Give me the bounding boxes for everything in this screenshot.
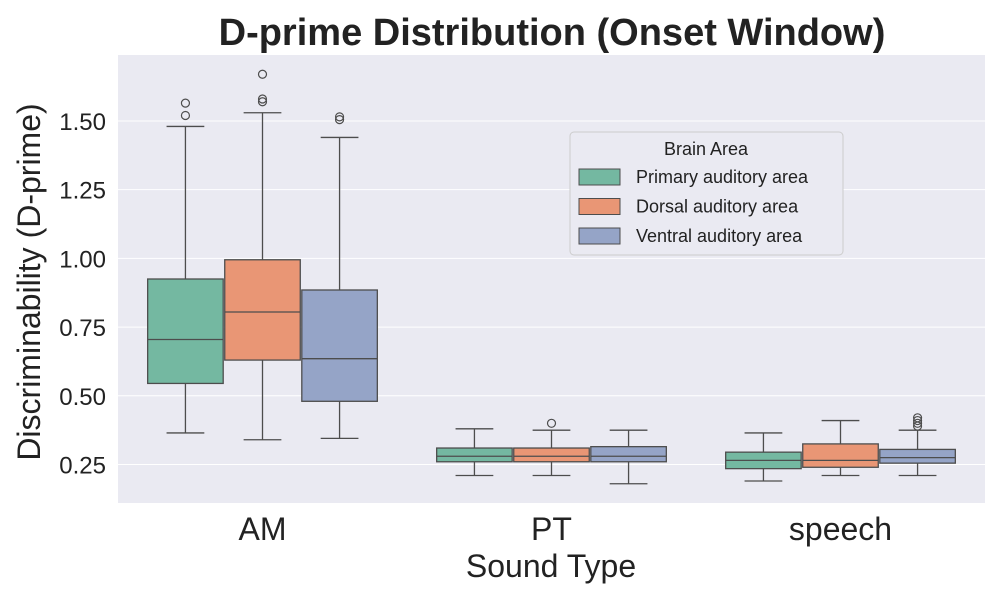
y-axis-label: Discriminability (D-prime) (11, 103, 47, 460)
y-tick-label: 1.00 (59, 246, 106, 273)
box-am (224, 69, 301, 441)
box-pt (513, 418, 590, 477)
box-series (147, 69, 956, 485)
outlier-point (257, 97, 268, 107)
legend-items: Primary auditory area Dorsal auditory are… (578, 167, 809, 246)
outlier-point (257, 94, 268, 104)
outlier-point (257, 69, 268, 79)
y-tick-label: 0.50 (59, 384, 106, 411)
legend-item: Dorsal auditory area (578, 197, 799, 217)
outlier-point (546, 418, 557, 428)
legend-label: Primary auditory area (636, 167, 809, 187)
box-iqr (802, 443, 879, 468)
series-primary-auditory-area (147, 98, 802, 482)
box-am (147, 98, 224, 434)
x-axis-ticks: AM PT speech (239, 511, 893, 547)
legend-title: Brain Area (664, 139, 749, 159)
x-axis-label: Sound Type (466, 548, 636, 584)
box-iqr (436, 447, 513, 463)
y-tick-label: 0.25 (59, 453, 106, 480)
x-tick-label: AM (239, 511, 287, 547)
outlier-point (334, 112, 345, 122)
box-pt (590, 429, 667, 485)
legend-label: Ventral auditory area (636, 226, 803, 246)
y-tick-label: 1.25 (59, 178, 106, 205)
series-ventral-auditory-area (301, 112, 956, 485)
box-iqr (147, 278, 224, 385)
box-iqr (513, 447, 590, 463)
legend-frame (569, 131, 844, 256)
box-pt (436, 428, 513, 477)
legend: Brain Area Primary auditory area Dorsal a… (569, 131, 844, 256)
x-tick-label: speech (789, 511, 892, 547)
outlier-point (912, 413, 923, 423)
x-tick-label: PT (531, 511, 572, 547)
outlier-point (912, 415, 923, 426)
chart-title: D-prime Distribution (Onset Window) (219, 12, 886, 54)
box-iqr (224, 259, 301, 361)
y-tick-label: 0.75 (59, 315, 106, 342)
legend-item: Ventral auditory area (578, 226, 803, 246)
box-speech (725, 432, 802, 482)
box-speech (802, 419, 879, 477)
outlier-point (180, 110, 191, 121)
legend-label: Dorsal auditory area (636, 197, 799, 217)
y-tick-label: 1.50 (59, 109, 106, 136)
box-iqr (879, 448, 956, 464)
outlier-point (180, 98, 191, 108)
legend-item: Primary auditory area (578, 167, 809, 187)
box-am (301, 112, 378, 440)
series-dorsal-auditory-area (224, 69, 879, 477)
legend-swatch (578, 198, 621, 215)
box-iqr (590, 446, 667, 463)
outlier-point (912, 418, 923, 428)
legend-swatch (578, 227, 621, 245)
box-iqr (301, 289, 378, 402)
y-axis-ticks: 0.25 0.50 0.75 1.00 1.25 1.50 (59, 109, 106, 480)
outlier-point (334, 114, 345, 125)
legend-swatch (578, 168, 621, 186)
box-speech (879, 413, 956, 477)
